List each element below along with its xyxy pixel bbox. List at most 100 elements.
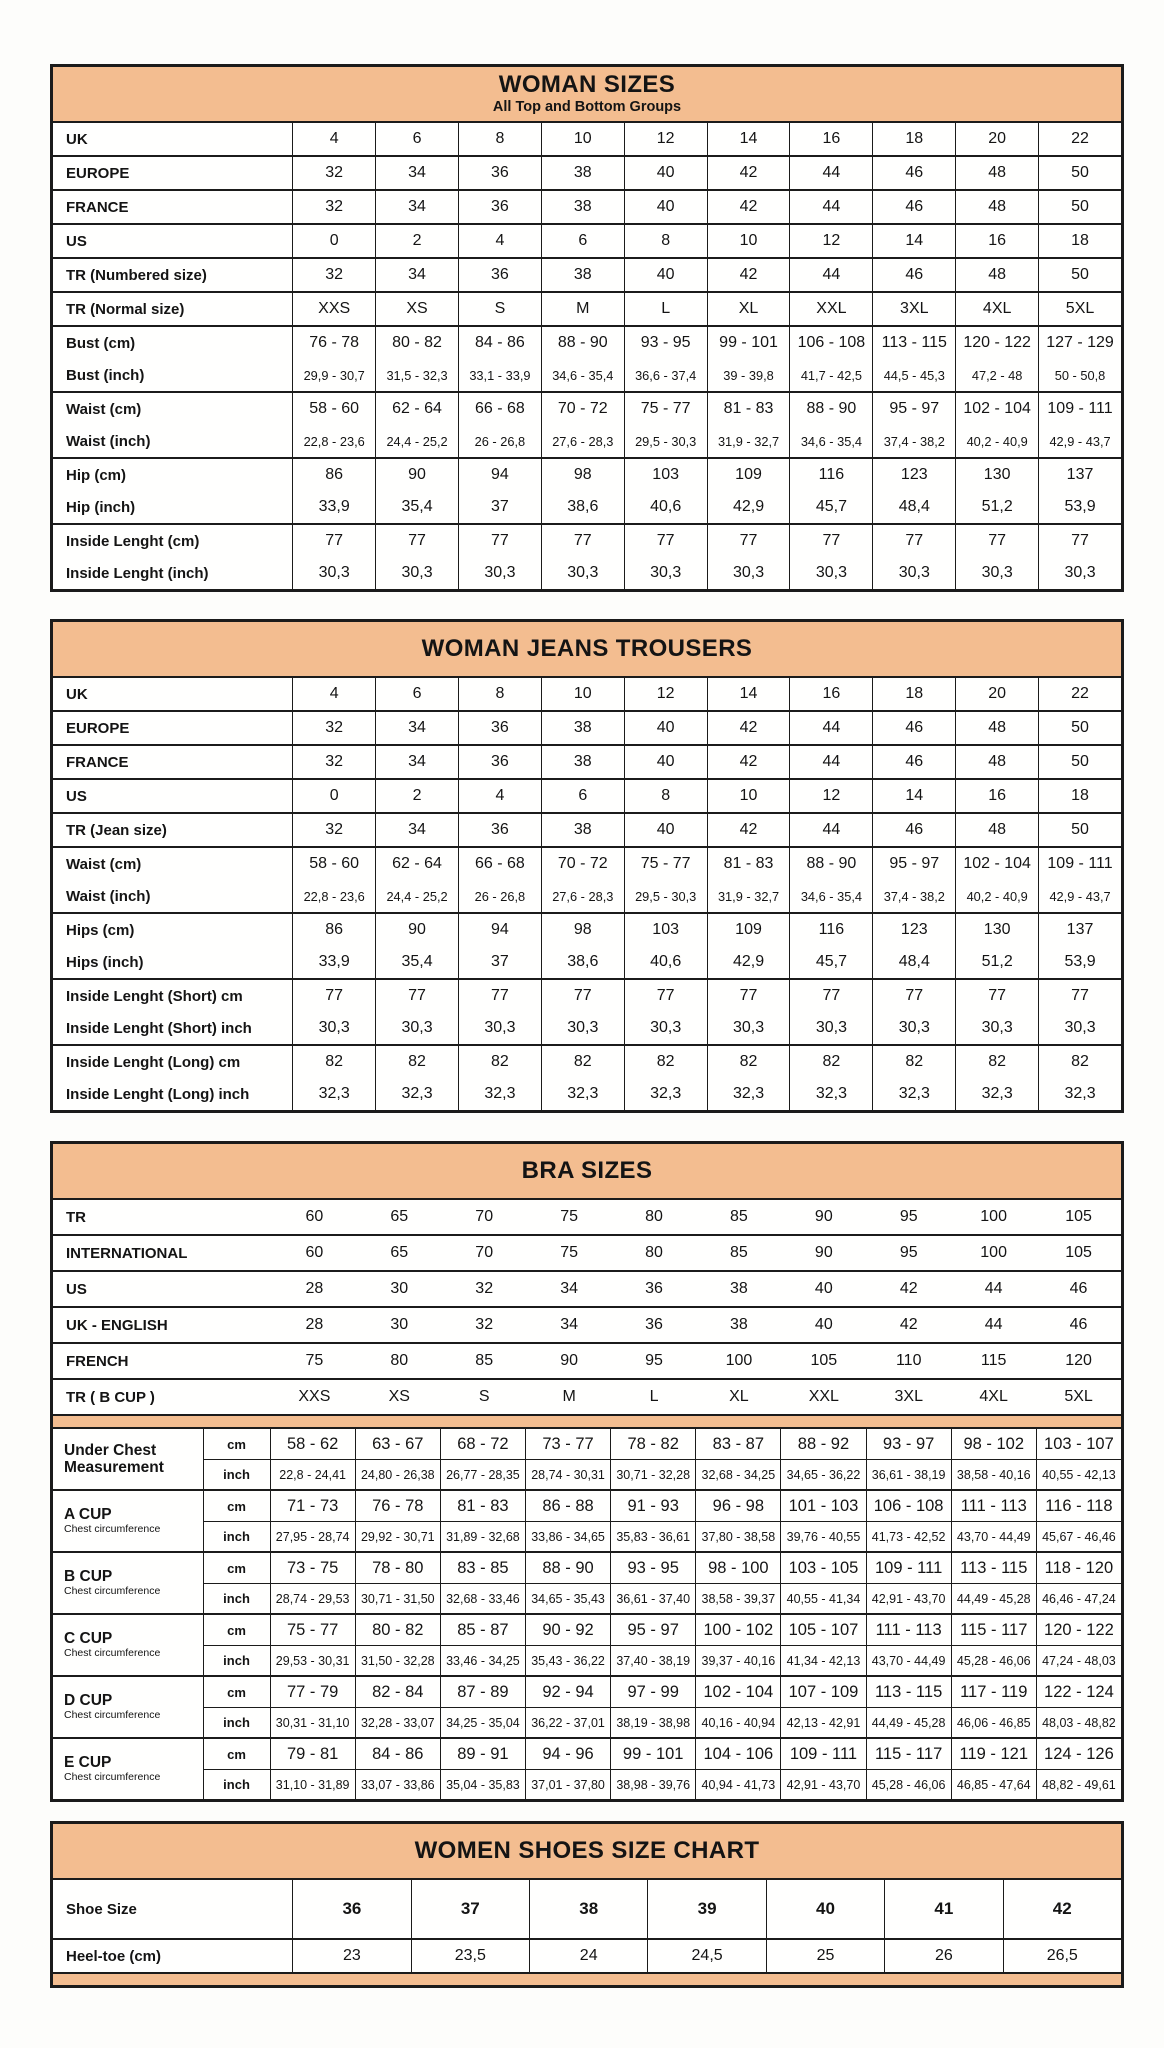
size-cell: 48 <box>955 259 1038 291</box>
size-cell: 8 <box>623 780 707 812</box>
size-cell: 36 <box>292 1880 410 1938</box>
size-cell: 12 <box>623 678 707 710</box>
row-group: US 0 2 4 6 8 10 12 14 16 18 <box>53 223 1121 257</box>
size-cell: 32 <box>292 259 375 291</box>
size-cell: 37 <box>457 946 541 978</box>
unit-label: cm <box>227 1560 246 1576</box>
cup-row-group: D CUP Chest circumference cm 77 - 79 82 - 84… <box>53 1675 1121 1737</box>
size-cell: 39 - 39,8 <box>706 359 790 391</box>
table-header: BRA SIZES <box>53 1144 1121 1198</box>
size-cell: 106 - 108 <box>789 327 872 359</box>
row-group: Waist (cm) 58 - 60 62 - 64 66 - 68 70 - 72 75… <box>53 391 1121 457</box>
size-cell: 44 <box>789 712 872 744</box>
size-cell: 58 - 60 <box>292 848 375 880</box>
size-cell: 38 <box>529 1880 647 1938</box>
table-row: Inside Lenght (inch) 30,3 30,3 30,3 30,3 30,3… <box>53 557 1121 589</box>
table-row: INTERNATIONAL 60 65 70 75 80 85 90 95 100 105 <box>53 1236 1121 1270</box>
size-cell: 95 <box>645 1352 663 1369</box>
size-cell: 80 <box>645 1244 663 1261</box>
size-cell: 82 <box>623 1046 707 1078</box>
size-cell: XXL <box>808 1388 839 1405</box>
size-cell: 16 <box>955 780 1038 812</box>
table-row: cm 79 - 81 84 - 86 89 - 91 94 - 96 99 - 101 10… <box>204 1739 1121 1769</box>
size-cell: 124 - 126 <box>1035 1739 1121 1769</box>
size-cell: 40 <box>623 157 707 189</box>
size-cell: 100 <box>980 1208 1007 1225</box>
table-header: WOMAN JEANS TROUSERS <box>53 622 1121 676</box>
size-cell: 60 <box>305 1208 324 1225</box>
size-cell: 6 <box>540 225 624 257</box>
size-cell: 41,34 - 42,13 <box>780 1646 865 1675</box>
size-cell: 30,3 <box>955 557 1038 589</box>
size-cell: 40 <box>623 191 707 223</box>
size-cell: 38,98 - 39,76 <box>610 1770 695 1799</box>
size-cell: 24,80 - 26,38 <box>354 1460 440 1489</box>
size-cell: 18 <box>872 123 955 155</box>
size-cell: 4 <box>457 780 541 812</box>
row-group: UK 4 6 8 10 12 14 16 18 20 22 <box>53 121 1121 155</box>
size-cell: 78 - 82 <box>610 1429 695 1459</box>
size-cell: 46 <box>1069 1316 1088 1333</box>
size-cell: 99 - 101 <box>706 327 790 359</box>
size-cell: 30,3 <box>457 557 541 589</box>
size-cell: 76 - 78 <box>292 327 375 359</box>
size-cell: 37,40 - 38,19 <box>610 1646 695 1675</box>
size-cell: 38,58 - 39,37 <box>695 1584 780 1613</box>
size-cell: 85 <box>730 1208 748 1225</box>
cup-label: E CUP Chest circumference <box>53 1739 203 1799</box>
size-cell: 111 - 113 <box>865 1615 951 1645</box>
row-label: UK <box>66 130 88 148</box>
size-cell: 32,3 <box>292 1078 375 1110</box>
cup-rows: cm 71 - 73 76 - 78 81 - 83 86 - 88 91 - 93 96 … <box>202 1491 1121 1551</box>
unit-label: inch <box>223 1653 250 1668</box>
size-cell: 77 <box>706 525 790 557</box>
size-cell: 98 <box>540 459 624 491</box>
size-cell: 115 <box>980 1352 1007 1369</box>
table-row: TR 60 65 70 75 80 85 90 95 100 105 <box>53 1200 1121 1234</box>
size-cell: 30,3 <box>1038 1012 1121 1044</box>
size-cell: 66 - 68 <box>457 393 541 425</box>
table-row: EUROPE 32 34 36 38 40 42 44 46 48 50 <box>53 157 1121 189</box>
size-cell: 14 <box>706 678 790 710</box>
size-cell: 33,07 - 33,86 <box>354 1770 440 1799</box>
cup-label-text: C CUP <box>64 1630 113 1648</box>
size-cell: 35,4 <box>375 491 458 523</box>
size-cell: 34 <box>375 814 458 846</box>
size-cell: 120 - 122 <box>955 327 1038 359</box>
size-cell: 40,16 - 40,94 <box>695 1708 780 1737</box>
size-cell: 71 - 73 <box>269 1491 355 1521</box>
size-cell: 5XL <box>1064 1388 1093 1405</box>
row-label: Hips (cm) <box>66 921 135 939</box>
size-cell: 111 - 113 <box>950 1491 1036 1521</box>
size-cell: 12 <box>623 123 707 155</box>
size-cell: 76 - 78 <box>354 1491 440 1521</box>
row-label: Bust (cm) <box>66 334 136 352</box>
size-cell: 83 - 87 <box>695 1429 780 1459</box>
size-cell: 43,70 - 44,49 <box>865 1646 951 1675</box>
size-cell: 30,71 - 32,28 <box>610 1460 695 1489</box>
size-cell: 36 <box>457 157 541 189</box>
size-cell: 16 <box>789 678 872 710</box>
table-row: Inside Lenght (Short) cm 77 77 77 77 77 77 77 77… <box>53 980 1121 1012</box>
size-cell: 45,7 <box>789 491 872 523</box>
row-group: Inside Lenght (Long) cm 82 82 82 82 82 82 82 82 8… <box>53 1044 1121 1110</box>
size-cell: 37,4 - 38,2 <box>872 880 955 912</box>
size-cell: 117 - 119 <box>950 1677 1036 1707</box>
size-cell: 42 <box>706 157 790 189</box>
size-cell: 42,9 - 43,7 <box>1038 425 1121 457</box>
size-cell: 33,9 <box>292 946 375 978</box>
row-label: Inside Lenght (inch) <box>66 564 209 582</box>
table-row: Waist (cm) 58 - 60 62 - 64 66 - 68 70 - 72 75… <box>53 393 1121 425</box>
size-cell: 113 - 115 <box>865 1677 951 1707</box>
size-cell: XXL <box>789 293 872 325</box>
row-group: INTERNATIONAL 60 65 70 75 80 85 90 95 100 105 <box>53 1234 1121 1270</box>
cup-label: C CUP Chest circumference <box>53 1615 203 1675</box>
size-cell: 95 - 97 <box>872 848 955 880</box>
size-cell: 58 - 60 <box>292 393 375 425</box>
size-cell: 77 - 79 <box>269 1677 355 1707</box>
size-cell: 95 <box>899 1208 918 1225</box>
table-header: WOMEN SHOES SIZE CHART <box>53 1824 1121 1878</box>
size-cell: 46 <box>872 712 955 744</box>
table-row: EUROPE 32 34 36 38 40 42 44 46 48 50 <box>53 712 1121 744</box>
size-cell: L <box>649 1388 659 1405</box>
